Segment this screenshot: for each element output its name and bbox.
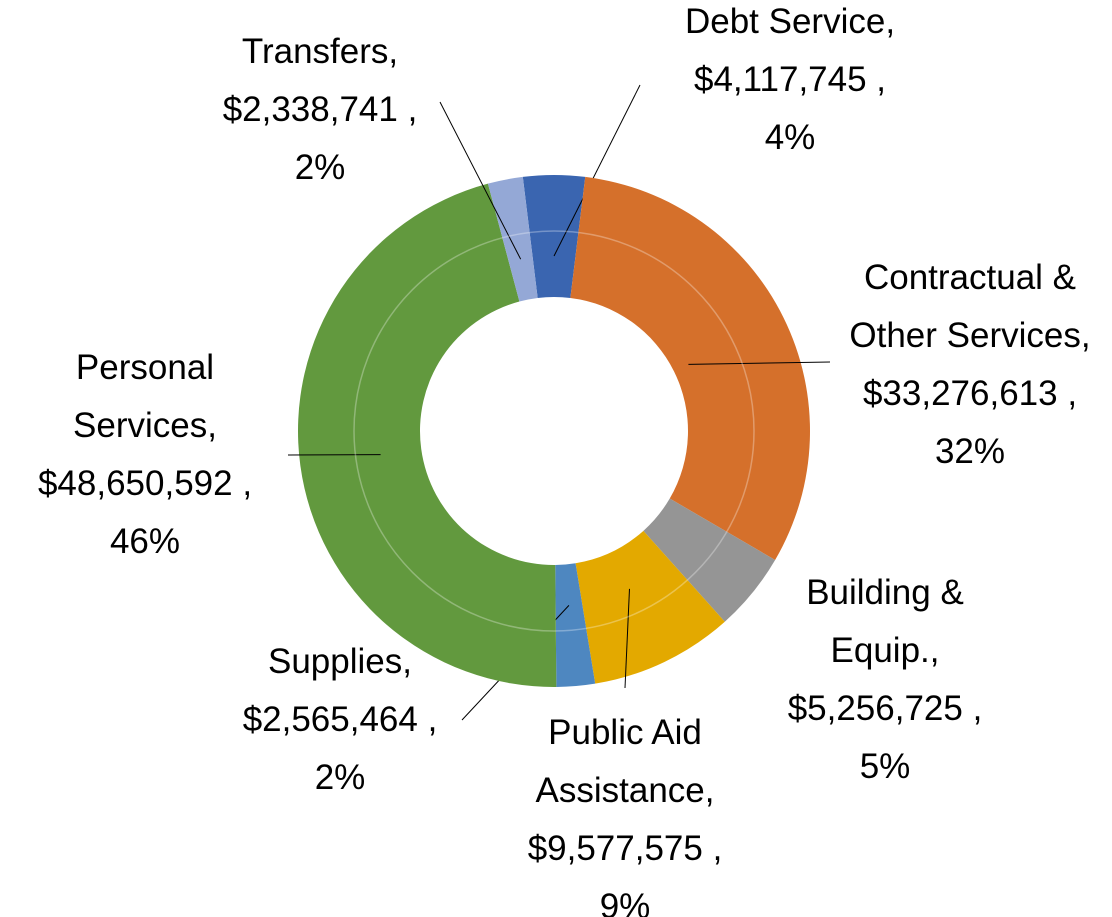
slice [555,563,596,687]
slice [298,183,557,687]
slice [522,175,586,299]
data-label: Debt Service, $4,117,745 , 4% [630,0,950,167]
categories: Public Aid Assistance, [535,713,715,810]
data-label: Contractual & Other Services, $33,276,613… [825,249,1112,481]
categories: Contractual & Other Services, [849,258,1091,355]
slice [575,530,725,684]
value-labels: $33,276,613 , [862,374,1078,413]
slice [643,498,776,622]
ring-divider [353,230,755,632]
percent-labels: 5% [859,747,911,786]
value-labels: $48,650,592 , [37,464,253,503]
data-label: Supplies, $2,565,464 , 2% [205,633,475,807]
categories: Building & Equip., [806,573,964,670]
leader-line [688,361,831,365]
leader-line [439,101,522,260]
leader-line [624,588,630,689]
categories: Transfers, [241,32,399,71]
categories: Debt Service, [684,2,896,41]
data-label: Personal Services, $48,650,592 , 46% [0,339,290,571]
value-labels: $2,338,741 , [222,90,418,129]
categories: Personal Services, [73,348,217,445]
leader-line [553,84,641,257]
categories: Supplies, [268,642,412,681]
percent-labels: 4% [764,118,816,157]
value-labels: $4,117,745 , [693,60,887,99]
percent-labels: 9% [599,887,651,917]
percent-labels: 2% [294,148,346,187]
data-label: Public Aid Assistance, $9,577,575 , 9% [490,704,760,917]
slice [570,176,810,561]
percent-labels: 2% [314,758,366,797]
percent-labels: 32% [934,432,1006,471]
value-labels: $9,577,575 , [527,829,723,868]
percent-labels: 46% [109,522,181,561]
slice [487,176,538,302]
data-label: Building & Equip., $5,256,725 , 5% [755,564,1015,796]
value-labels: $2,565,464 , [242,700,438,739]
value-labels: $5,256,725 , [787,689,983,728]
data-label: Transfers, $2,338,741 , 2% [180,23,460,197]
